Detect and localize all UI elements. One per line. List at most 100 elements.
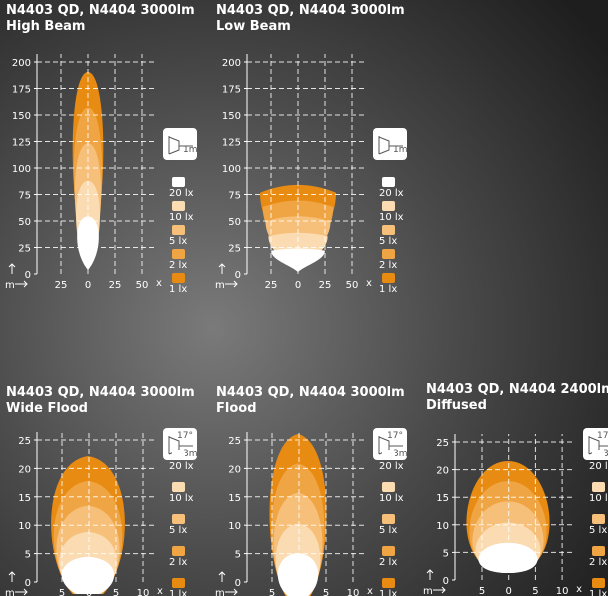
legend-label: 2 lx: [379, 260, 397, 271]
legend-label: 1 lx: [169, 589, 187, 596]
legend-label: 10 lx: [169, 493, 194, 504]
x-tick-label: 0: [295, 280, 301, 291]
y-tick-label: 20: [228, 464, 241, 475]
legend-label: 2 lx: [379, 557, 397, 568]
legend-label: 1 lx: [379, 589, 397, 596]
x-tick-label: 0: [86, 588, 92, 596]
axis-arrows: [8, 571, 28, 596]
legend-label: 1 lx: [589, 589, 607, 596]
legend-swatch: [172, 249, 185, 259]
legend-swatch: [382, 578, 395, 588]
y-tick-label: 50: [18, 217, 31, 228]
y-tick-label: 75: [18, 191, 31, 202]
legend-swatch: [382, 201, 395, 211]
x-unit: x: [576, 584, 582, 595]
y-tick-label: 10: [18, 521, 31, 532]
legend-swatch: [382, 514, 395, 524]
legend-swatch: [172, 546, 185, 556]
icon-box: [373, 128, 407, 160]
x-tick-label: 5: [59, 588, 65, 596]
legend-label: 5 lx: [379, 525, 397, 536]
legend-swatch: [172, 201, 185, 211]
y-tick-label: 150: [222, 111, 241, 122]
icon-text: 1m: [393, 145, 408, 155]
panel-title: N4403 QD, N4404 3000lm: [6, 385, 195, 400]
legend-label: 5 lx: [379, 236, 397, 247]
y-tick-label: 175: [12, 85, 31, 96]
icon-lamp: [378, 136, 403, 155]
legend-swatch: [172, 482, 185, 492]
legend-label: 2 lx: [589, 557, 607, 568]
axis-arrows: [426, 569, 446, 594]
y-tick-label: 0: [235, 270, 241, 281]
x-tick-label: 0: [506, 586, 512, 596]
y-tick-label: 10: [436, 521, 449, 532]
y-tick-label: 100: [12, 164, 31, 175]
x-tick-label: 0: [296, 588, 302, 596]
legend-label: 20 lx: [589, 461, 608, 472]
axis-unit: m: [5, 588, 15, 596]
isolux-area: [77, 216, 99, 270]
y-tick-label: 125: [222, 138, 241, 149]
icon-text: 17°: [597, 431, 608, 441]
panel-subtitle: High Beam: [6, 19, 85, 34]
legend-swatch: [592, 578, 605, 588]
y-tick-label: 20: [18, 464, 31, 475]
x-tick-label: 25: [55, 280, 68, 291]
x-tick-label: 5: [113, 588, 119, 596]
x-tick-label: 10: [556, 586, 569, 596]
panel-title: N4403 QD, N4404 3000lm: [216, 385, 405, 400]
legend-label: 10 lx: [589, 493, 608, 504]
legend-swatch: [382, 225, 395, 235]
legend-label: 10 lx: [169, 212, 194, 223]
y-tick-label: 200: [222, 58, 241, 69]
y-tick-label: 150: [12, 111, 31, 122]
x-unit: x: [366, 278, 372, 289]
isolux-area: [271, 248, 325, 272]
legend-swatch: [172, 578, 185, 588]
axis-arrows: [8, 263, 28, 288]
y-tick-label: 200: [12, 58, 31, 69]
x-tick-label: 0: [85, 280, 91, 291]
legend-swatch: [172, 177, 185, 187]
legend-label: 1 lx: [169, 284, 187, 295]
y-tick-label: 0: [25, 270, 31, 281]
legend-label: 20 lx: [379, 461, 404, 472]
legend-swatch: [172, 225, 185, 235]
legend-label: 10 lx: [379, 212, 404, 223]
panel-title: N4403 QD, N4404 2400lm: [426, 382, 608, 397]
x-tick-label: 25: [265, 280, 278, 291]
legend-swatch: [592, 450, 605, 460]
x-tick-label: 5: [532, 586, 538, 596]
legend-swatch: [382, 249, 395, 259]
y-tick-label: 15: [18, 493, 31, 504]
x-tick-label: 5: [479, 586, 485, 596]
x-tick-label: 5: [269, 588, 275, 596]
y-tick-label: 0: [235, 578, 241, 589]
legend-label: 10 lx: [379, 493, 404, 504]
legend-label: 2 lx: [169, 557, 187, 568]
panel-subtitle: Diffused: [426, 398, 487, 413]
x-tick-label: 50: [346, 280, 359, 291]
axis-unit: m: [215, 280, 225, 291]
y-tick-label: 0: [443, 576, 449, 587]
y-tick-label: 125: [12, 138, 31, 149]
icon-text: 1m: [183, 145, 198, 155]
icon-text: 17°: [387, 431, 403, 441]
panel-subtitle: Low Beam: [216, 19, 291, 34]
x-tick-label: 10: [137, 588, 150, 596]
legend-label: 20 lx: [169, 461, 194, 472]
panel-subtitle: Wide Flood: [6, 401, 88, 416]
legend-swatch: [172, 514, 185, 524]
y-tick-label: 25: [228, 244, 241, 255]
x-unit: x: [156, 278, 162, 289]
icon-text: 17°: [177, 431, 193, 441]
y-tick-label: 175: [222, 85, 241, 96]
